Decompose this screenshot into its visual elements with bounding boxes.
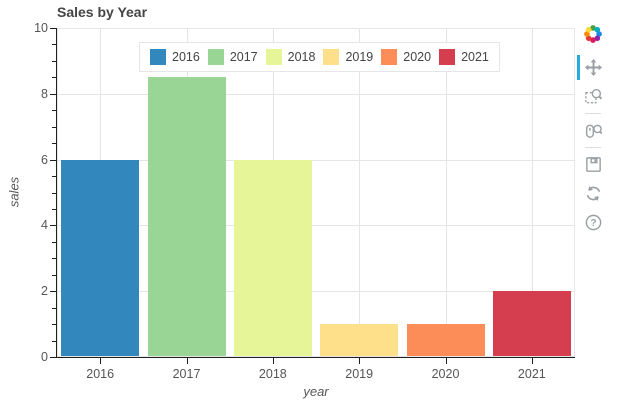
help-icon: ? <box>585 214 601 231</box>
legend-item-2020: 2020 <box>381 49 431 65</box>
y-minor-tick <box>52 176 56 178</box>
y-minor-tick <box>52 324 56 326</box>
x-major-tick <box>359 358 361 364</box>
legend-item-2019: 2019 <box>323 49 373 65</box>
chart-title: Sales by Year <box>57 4 148 20</box>
save-icon <box>585 157 601 172</box>
bar-2016 <box>61 159 140 357</box>
bokeh-toolbar: ? <box>577 24 607 237</box>
legend-swatch <box>323 49 340 65</box>
box-zoom-icon <box>584 88 602 104</box>
legend-label: 2018 <box>287 50 316 64</box>
y-tick-label: 6 <box>41 152 48 167</box>
box-zoom-tool-button[interactable] <box>579 82 607 111</box>
y-major-tick <box>50 357 56 358</box>
y-minor-tick <box>52 126 56 128</box>
gridline-horizontal <box>57 93 575 95</box>
y-minor-tick <box>52 340 56 342</box>
pan-icon <box>584 58 602 77</box>
x-axis-title: year <box>303 384 329 399</box>
toolbar-separator <box>585 147 601 148</box>
y-minor-tick <box>52 110 56 112</box>
help-tool-button[interactable]: ? <box>579 208 607 237</box>
y-tick-label: 4 <box>41 218 48 233</box>
y-tick-label: 0 <box>41 350 48 364</box>
y-major-tick <box>50 28 56 29</box>
x-major-tick <box>186 358 188 364</box>
y-axis-title: sales <box>6 176 22 208</box>
legend-item-2016: 2016 <box>150 49 200 65</box>
y-tick-label: 8 <box>41 86 48 101</box>
save-tool-button[interactable] <box>579 150 607 179</box>
legend-swatch <box>207 49 224 65</box>
legend-swatch <box>265 49 282 65</box>
gridline-vertical <box>531 28 533 357</box>
toolbar-separator <box>585 113 601 114</box>
y-minor-tick <box>52 192 56 194</box>
x-tick-label: 2016 <box>86 367 115 381</box>
legend-item-2017: 2017 <box>207 49 258 65</box>
y-major-tick <box>50 159 56 161</box>
pan-tool-button[interactable] <box>577 53 607 82</box>
legend-item-2021: 2021 <box>439 49 489 65</box>
svg-text:?: ? <box>590 218 596 229</box>
bokeh-logo-icon[interactable] <box>583 24 603 44</box>
gridline-horizontal <box>57 225 575 227</box>
bar-2018 <box>233 159 312 357</box>
legend-label: 2017 <box>229 50 258 64</box>
x-major-tick <box>272 358 274 364</box>
gridline-horizontal <box>57 28 575 29</box>
x-tick-label: 2019 <box>345 367 374 381</box>
bar-2020 <box>406 324 485 357</box>
legend-swatch <box>439 49 456 65</box>
gridline-vertical <box>445 28 447 357</box>
legend-label: 2021 <box>461 50 489 64</box>
y-minor-tick <box>52 274 56 276</box>
x-major-tick <box>100 358 102 364</box>
legend-label: 2020 <box>403 50 432 64</box>
y-major-tick <box>50 93 56 95</box>
gridline-horizontal <box>57 291 575 293</box>
y-major-tick <box>50 291 56 293</box>
y-minor-tick <box>52 60 56 62</box>
bar-2021 <box>492 291 571 357</box>
x-major-tick <box>531 358 533 364</box>
bar-2017 <box>147 77 226 357</box>
x-tick-label: 2018 <box>258 367 287 381</box>
wheel-zoom-tool-button[interactable] <box>579 116 607 145</box>
legend-label: 2019 <box>345 50 374 64</box>
y-minor-tick <box>52 77 56 79</box>
y-minor-tick <box>52 258 56 260</box>
legend-label: 2016 <box>172 50 200 64</box>
gridline-vertical <box>359 28 361 357</box>
x-major-tick <box>445 358 447 364</box>
x-tick-label: 2017 <box>172 367 201 381</box>
x-axis-line <box>56 357 575 358</box>
y-tick-label: 2 <box>41 284 48 299</box>
legend-item-2018: 2018 <box>265 49 316 65</box>
legend-swatch <box>150 49 166 65</box>
x-tick-label: 2021 <box>517 367 546 381</box>
legend: 2016 2017 2018 2019 2020 2021 <box>139 42 500 72</box>
gridline-horizontal <box>57 159 575 161</box>
bar-2019 <box>320 324 399 357</box>
reset-tool-button[interactable] <box>579 179 607 208</box>
y-major-tick <box>50 225 56 227</box>
y-minor-tick <box>52 208 56 210</box>
y-tick-label: 10 <box>34 21 48 35</box>
y-axis-line <box>56 28 57 358</box>
wheel-zoom-icon <box>585 124 602 138</box>
y-minor-tick <box>52 307 56 309</box>
y-minor-tick <box>52 44 56 46</box>
reset-icon <box>586 186 600 201</box>
legend-swatch <box>381 49 398 65</box>
y-minor-tick <box>52 143 56 145</box>
y-minor-tick <box>52 241 56 243</box>
x-tick-label: 2020 <box>431 367 460 381</box>
